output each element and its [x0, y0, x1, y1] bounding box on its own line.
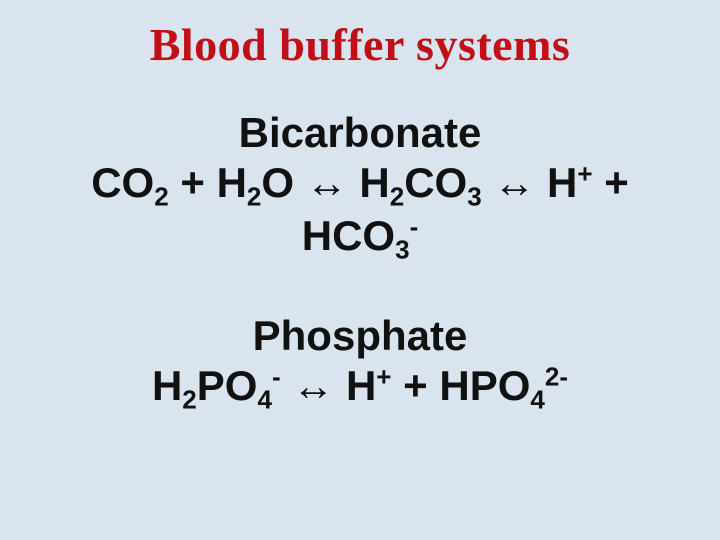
section-heading: Bicarbonate — [16, 109, 704, 157]
equation-bicarbonate: CO2 + H2O ↔ H2CO3 ↔ H+ + HCO3- — [16, 157, 704, 262]
slide-title: Blood buffer systems — [16, 18, 704, 71]
slide: Blood buffer systems Bicarbonate CO2 + H… — [0, 0, 720, 540]
equation-phosphate: H2PO4- ↔ H+ + HPO42- — [16, 360, 704, 413]
section-bicarbonate: Bicarbonate CO2 + H2O ↔ H2CO3 ↔ H+ + HCO… — [16, 109, 704, 262]
section-phosphate: Phosphate H2PO4- ↔ H+ + HPO42- — [16, 312, 704, 413]
section-heading: Phosphate — [16, 312, 704, 360]
